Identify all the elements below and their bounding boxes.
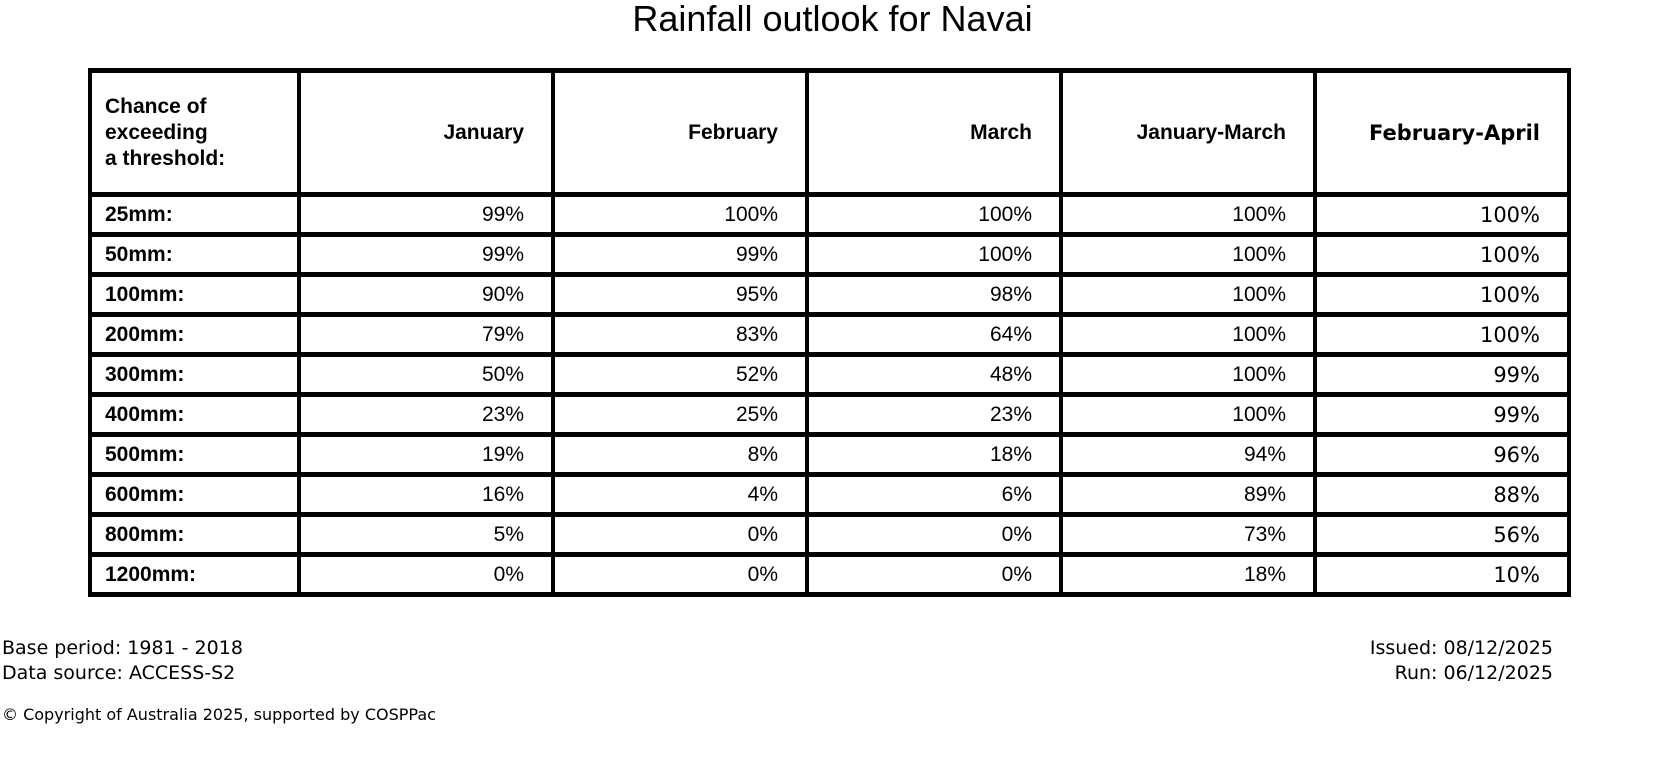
- table-container: Chance of exceeding a threshold: January…: [88, 68, 1571, 597]
- probability-cell: 100%: [805, 232, 1063, 277]
- table-row: 400mm: 23% 25% 23% 100% 99%: [88, 392, 1571, 437]
- probability-cell: 0%: [805, 552, 1063, 597]
- probability-cell: 90%: [297, 272, 555, 317]
- column-header-february: February: [551, 68, 809, 197]
- probability-cell: 100%: [1059, 192, 1317, 237]
- probability-cell: 99%: [1313, 392, 1571, 437]
- probability-cell: 64%: [805, 312, 1063, 357]
- probability-cell: 95%: [551, 272, 809, 317]
- base-period-text: Base period: 1981 - 2018: [2, 637, 243, 659]
- table-row: 25mm: 99% 100% 100% 100% 100%: [88, 192, 1571, 237]
- table-row: 100mm: 90% 95% 98% 100% 100%: [88, 272, 1571, 317]
- column-header-february-april: February-April: [1313, 68, 1571, 197]
- threshold-label: 400mm:: [88, 392, 301, 437]
- table-body: 25mm: 99% 100% 100% 100% 100% 50mm: 99% 99% 100% 1…: [88, 192, 1571, 597]
- probability-cell: 100%: [1313, 232, 1571, 277]
- probability-cell: 0%: [297, 552, 555, 597]
- table-row: 200mm: 79% 83% 64% 100% 100%: [88, 312, 1571, 357]
- table-row: 300mm: 50% 52% 48% 100% 99%: [88, 352, 1571, 397]
- probability-cell: 19%: [297, 432, 555, 477]
- threshold-label: 100mm:: [88, 272, 301, 317]
- chart-title: Rainfall outlook for Navai: [632, 0, 1033, 39]
- table-row: 800mm: 5% 0% 0% 73% 56%: [88, 512, 1571, 557]
- probability-cell: 100%: [551, 192, 809, 237]
- probability-cell: 18%: [805, 432, 1063, 477]
- table-row: 50mm: 99% 99% 100% 100% 100%: [88, 232, 1571, 277]
- threshold-label: 800mm:: [88, 512, 301, 557]
- probability-cell: 100%: [1059, 352, 1317, 397]
- threshold-label: 600mm:: [88, 472, 301, 517]
- probability-cell: 0%: [551, 512, 809, 557]
- header-row: Chance of exceeding a threshold: January…: [88, 68, 1571, 197]
- data-source-text: Data source: ACCESS-S2: [2, 662, 236, 684]
- footer-right-block: Issued: 08/12/2025 Run: 06/12/2025: [1370, 636, 1553, 686]
- rainfall-probability-table: Chance of exceeding a threshold: January…: [88, 68, 1571, 597]
- probability-cell: 23%: [297, 392, 555, 437]
- threshold-label: 25mm:: [88, 192, 301, 237]
- probability-cell: 94%: [1059, 432, 1317, 477]
- column-header-january-march: January-March: [1059, 68, 1317, 197]
- issued-date-text: Issued: 08/12/2025: [1369, 637, 1553, 659]
- table-row: 1200mm: 0% 0% 0% 18% 10%: [88, 552, 1571, 597]
- probability-cell: 100%: [1313, 192, 1571, 237]
- probability-cell: 18%: [1059, 552, 1317, 597]
- probability-cell: 50%: [297, 352, 555, 397]
- run-date-text: Run: 06/12/2025: [1394, 662, 1553, 684]
- probability-cell: 0%: [551, 552, 809, 597]
- column-header-january: January: [297, 68, 555, 197]
- probability-cell: 10%: [1313, 552, 1571, 597]
- probability-cell: 100%: [1059, 392, 1317, 437]
- probability-cell: 89%: [1059, 472, 1317, 517]
- column-header-march: March: [805, 68, 1063, 197]
- threshold-label: 500mm:: [88, 432, 301, 477]
- probability-cell: 4%: [551, 472, 809, 517]
- probability-cell: 16%: [297, 472, 555, 517]
- probability-cell: 52%: [551, 352, 809, 397]
- probability-cell: 100%: [805, 192, 1063, 237]
- probability-cell: 99%: [551, 232, 809, 277]
- probability-cell: 5%: [297, 512, 555, 557]
- table-row: 600mm: 16% 4% 6% 89% 88%: [88, 472, 1571, 517]
- threshold-label: 50mm:: [88, 232, 301, 277]
- probability-cell: 0%: [805, 512, 1063, 557]
- probability-cell: 48%: [805, 352, 1063, 397]
- probability-cell: 73%: [1059, 512, 1317, 557]
- probability-cell: 99%: [297, 232, 555, 277]
- probability-cell: 99%: [297, 192, 555, 237]
- probability-cell: 25%: [551, 392, 809, 437]
- threshold-label: 1200mm:: [88, 552, 301, 597]
- probability-cell: 100%: [1313, 272, 1571, 317]
- probability-cell: 100%: [1059, 312, 1317, 357]
- probability-cell: 23%: [805, 392, 1063, 437]
- probability-cell: 100%: [1313, 312, 1571, 357]
- probability-cell: 8%: [551, 432, 809, 477]
- probability-cell: 88%: [1313, 472, 1571, 517]
- footer-left-block: Base period: 1981 - 2018 Data source: AC…: [2, 636, 243, 686]
- probability-cell: 6%: [805, 472, 1063, 517]
- threshold-label: 200mm:: [88, 312, 301, 357]
- probability-cell: 83%: [551, 312, 809, 357]
- probability-cell: 56%: [1313, 512, 1571, 557]
- threshold-label: 300mm:: [88, 352, 301, 397]
- corner-header-threshold: Chance of exceeding a threshold:: [88, 68, 301, 197]
- probability-cell: 100%: [1059, 272, 1317, 317]
- probability-cell: 79%: [297, 312, 555, 357]
- probability-cell: 98%: [805, 272, 1063, 317]
- table-row: 500mm: 19% 8% 18% 94% 96%: [88, 432, 1571, 477]
- probability-cell: 96%: [1313, 432, 1571, 477]
- probability-cell: 100%: [1059, 232, 1317, 277]
- copyright-text: © Copyright of Australia 2025, supported…: [2, 705, 436, 724]
- probability-cell: 99%: [1313, 352, 1571, 397]
